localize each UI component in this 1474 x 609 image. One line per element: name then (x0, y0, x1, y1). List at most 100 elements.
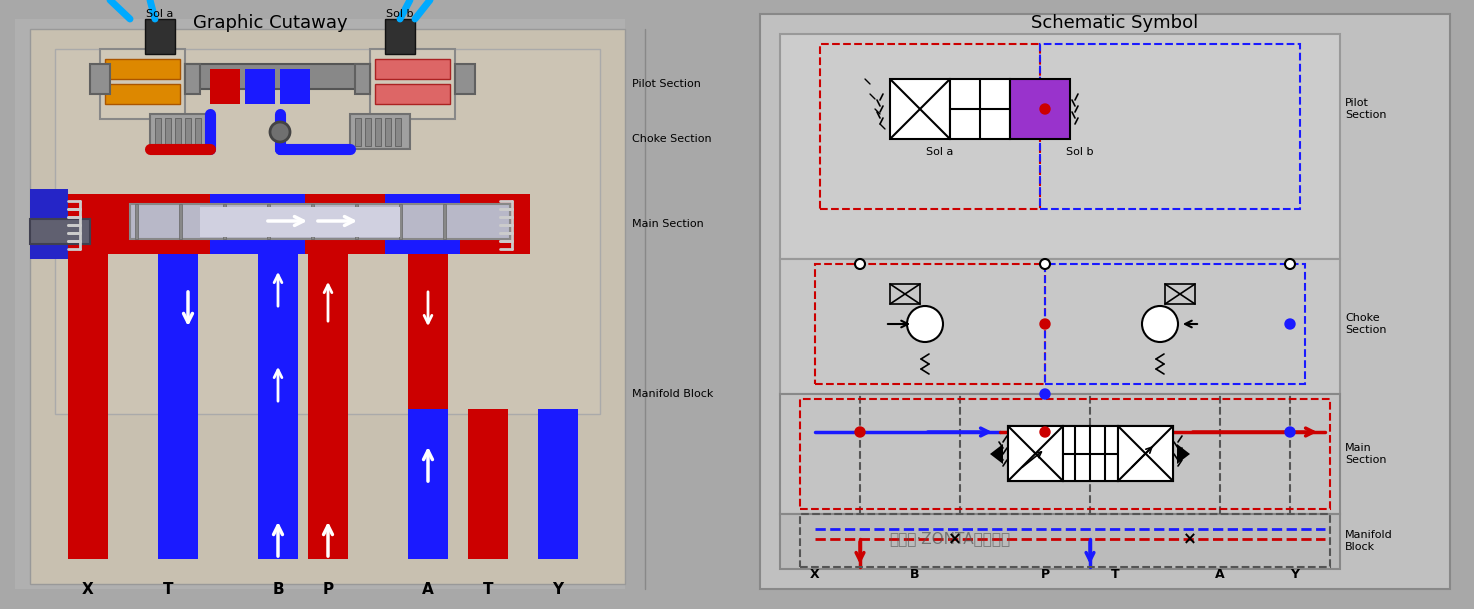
Text: T: T (483, 582, 494, 597)
Text: ×: × (1184, 530, 1197, 548)
Polygon shape (395, 118, 401, 146)
Text: T: T (1111, 568, 1119, 581)
Polygon shape (1008, 426, 1063, 481)
Text: X: X (811, 568, 820, 581)
Polygon shape (100, 49, 186, 119)
Polygon shape (538, 409, 578, 559)
Polygon shape (267, 204, 270, 239)
Polygon shape (349, 114, 410, 149)
Polygon shape (150, 114, 209, 149)
Text: A: A (1215, 568, 1225, 581)
Circle shape (1285, 259, 1296, 269)
Text: 公眾號·ZONTA中泰機電: 公眾號·ZONTA中泰機電 (889, 532, 1011, 546)
Polygon shape (209, 69, 240, 104)
Polygon shape (780, 394, 1340, 514)
Polygon shape (1117, 426, 1173, 481)
Polygon shape (1063, 426, 1117, 481)
Polygon shape (780, 34, 1340, 259)
Text: X: X (83, 582, 94, 597)
Text: Graphic Cutaway: Graphic Cutaway (193, 14, 348, 32)
Circle shape (1041, 319, 1049, 329)
Polygon shape (355, 64, 370, 94)
Polygon shape (385, 118, 391, 146)
Polygon shape (158, 254, 198, 409)
Polygon shape (1008, 426, 1063, 481)
Text: Choke Section: Choke Section (632, 134, 712, 144)
Polygon shape (100, 194, 531, 254)
Polygon shape (186, 64, 370, 89)
Polygon shape (374, 84, 450, 104)
Text: B: B (273, 582, 284, 597)
Polygon shape (165, 118, 171, 146)
Text: Sol b: Sol b (1066, 147, 1094, 157)
Polygon shape (460, 194, 531, 254)
Polygon shape (175, 118, 181, 146)
Polygon shape (68, 254, 108, 409)
Circle shape (1041, 104, 1049, 114)
Polygon shape (178, 204, 181, 239)
Polygon shape (29, 189, 68, 259)
Polygon shape (15, 19, 625, 589)
Text: Choke
Section: Choke Section (1344, 313, 1387, 335)
Polygon shape (29, 219, 90, 244)
Text: Manifold Block: Manifold Block (632, 389, 713, 399)
Polygon shape (455, 64, 475, 94)
Polygon shape (195, 118, 200, 146)
Polygon shape (1010, 79, 1070, 139)
Polygon shape (136, 204, 139, 239)
Polygon shape (258, 409, 298, 559)
Polygon shape (65, 194, 130, 254)
Polygon shape (1063, 426, 1117, 481)
Polygon shape (130, 204, 510, 239)
Polygon shape (90, 64, 111, 94)
Polygon shape (100, 194, 209, 254)
Circle shape (1285, 427, 1296, 437)
Polygon shape (370, 49, 455, 119)
Text: Manifold
Block: Manifold Block (1344, 530, 1393, 552)
Polygon shape (200, 207, 399, 237)
Text: A: A (422, 582, 433, 597)
Polygon shape (223, 204, 226, 239)
Polygon shape (280, 69, 310, 104)
Polygon shape (305, 194, 385, 254)
Polygon shape (761, 14, 1450, 589)
Circle shape (1285, 319, 1296, 329)
Polygon shape (245, 69, 276, 104)
Circle shape (1041, 389, 1049, 399)
Text: Sol a: Sol a (926, 147, 954, 157)
Text: Main
Section: Main Section (1344, 443, 1387, 465)
Polygon shape (258, 254, 298, 409)
Circle shape (1142, 306, 1178, 342)
Text: P: P (323, 582, 333, 597)
Text: Sol a: Sol a (146, 9, 174, 19)
Text: Main Section: Main Section (632, 219, 703, 229)
Circle shape (270, 122, 290, 142)
Polygon shape (55, 49, 600, 414)
Polygon shape (355, 118, 361, 146)
Polygon shape (374, 59, 450, 79)
Polygon shape (1178, 444, 1190, 464)
Polygon shape (444, 204, 447, 239)
Polygon shape (355, 204, 358, 239)
Text: Y: Y (1291, 568, 1300, 581)
Polygon shape (311, 204, 314, 239)
Polygon shape (408, 409, 448, 559)
Polygon shape (158, 409, 198, 559)
Text: B: B (911, 568, 920, 581)
Text: Y: Y (553, 582, 563, 597)
Polygon shape (780, 259, 1340, 394)
Polygon shape (155, 118, 161, 146)
Text: ×: × (948, 530, 963, 548)
Polygon shape (780, 514, 1340, 569)
Polygon shape (366, 118, 371, 146)
Polygon shape (29, 189, 68, 259)
Polygon shape (951, 79, 1010, 139)
Circle shape (907, 306, 943, 342)
Polygon shape (186, 64, 200, 94)
Polygon shape (308, 254, 348, 409)
Polygon shape (374, 118, 380, 146)
Polygon shape (105, 59, 180, 79)
Circle shape (855, 427, 865, 437)
Polygon shape (29, 29, 625, 584)
Polygon shape (385, 19, 416, 54)
